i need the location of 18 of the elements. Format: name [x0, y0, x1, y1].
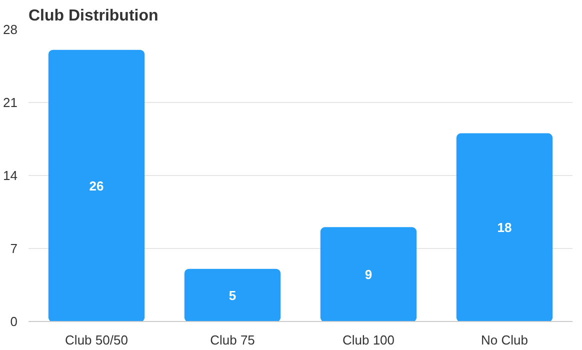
bar: [48, 50, 145, 322]
data-label: 9: [364, 267, 372, 282]
data-label: 5: [228, 288, 236, 303]
x-tick-label: No Club: [481, 332, 528, 348]
data-label: 18: [497, 220, 512, 236]
bar: [184, 268, 281, 322]
y-tick-label: 21: [3, 95, 18, 110]
x-tick-label: Club 50/50: [65, 332, 128, 348]
bar: [456, 133, 553, 322]
y-tick-label: 14: [3, 168, 18, 183]
y-tick-label: 7: [10, 241, 18, 256]
x-tick-label: Club 100: [342, 332, 395, 348]
y-tick-label: 0: [10, 314, 18, 329]
y-tick-label: 28: [3, 22, 18, 37]
bar: [320, 227, 417, 322]
x-tick-label: Club 75: [210, 332, 255, 348]
chart-title: Club Distribution: [28, 8, 158, 24]
data-label: 26: [89, 178, 104, 194]
